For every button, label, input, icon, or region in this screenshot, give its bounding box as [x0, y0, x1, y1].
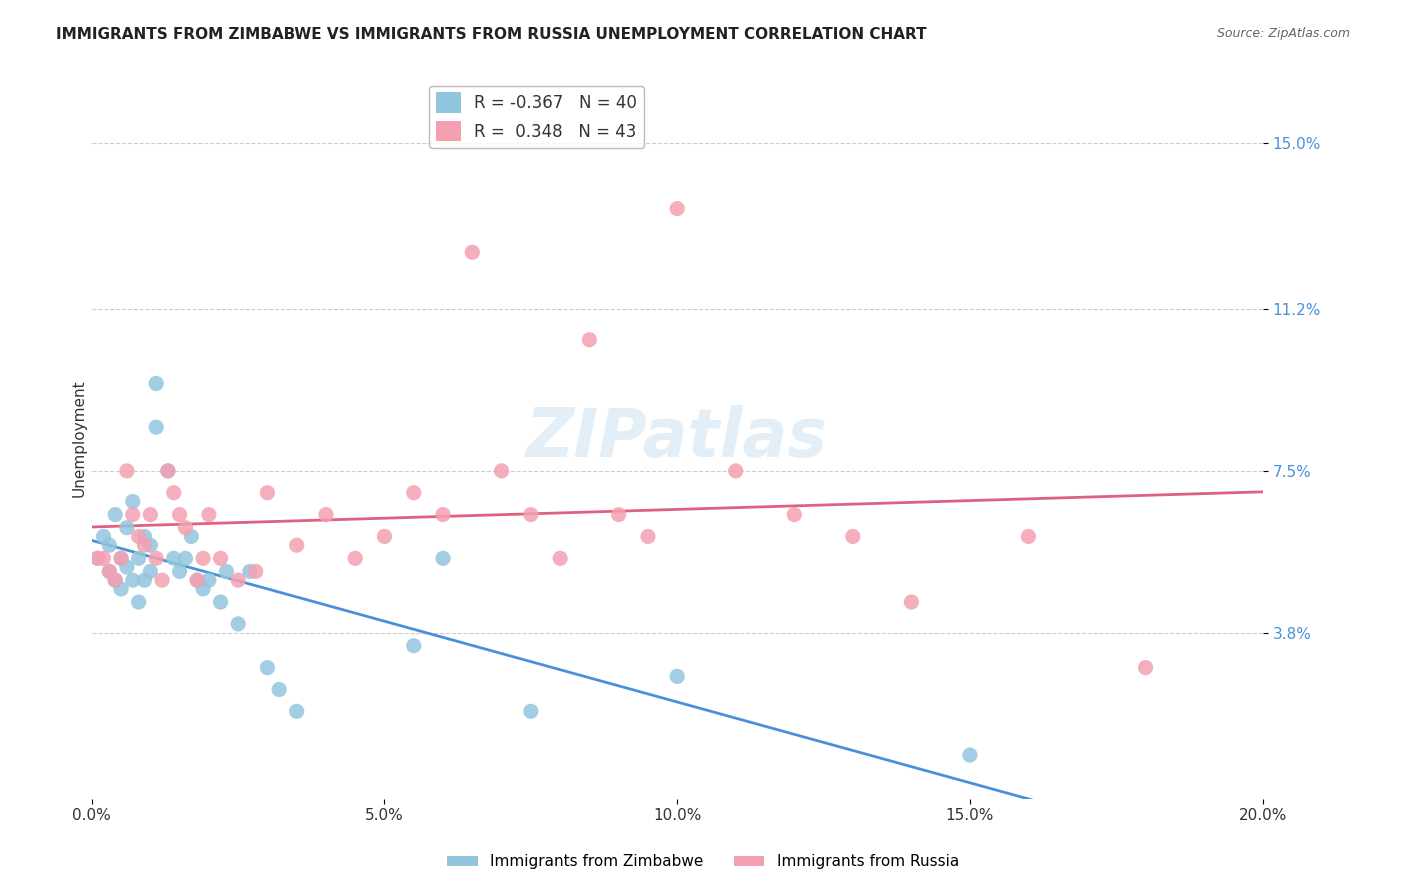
Point: [186, 573, 208, 587]
Point: [156, 464, 179, 478]
Point: [491, 464, 513, 478]
Point: [186, 573, 208, 587]
Point: [461, 245, 484, 260]
Point: [163, 551, 186, 566]
Point: [402, 485, 425, 500]
Point: [115, 464, 138, 478]
Point: [93, 551, 115, 566]
Point: [128, 529, 150, 543]
Point: [156, 464, 179, 478]
Point: [110, 582, 132, 596]
Point: [578, 333, 600, 347]
Text: IMMIGRANTS FROM ZIMBABWE VS IMMIGRANTS FROM RUSSIA UNEMPLOYMENT CORRELATION CHAR: IMMIGRANTS FROM ZIMBABWE VS IMMIGRANTS F…: [56, 27, 927, 42]
Point: [191, 551, 214, 566]
Y-axis label: Unemployment: Unemployment: [72, 379, 86, 497]
Point: [110, 551, 132, 566]
Point: [104, 573, 127, 587]
Point: [134, 529, 156, 543]
Point: [900, 595, 922, 609]
Point: [285, 538, 308, 552]
Text: Source: ZipAtlas.com: Source: ZipAtlas.com: [1216, 27, 1350, 40]
Point: [1135, 660, 1157, 674]
Point: [98, 538, 121, 552]
Point: [104, 508, 127, 522]
Point: [169, 508, 191, 522]
Point: [209, 551, 232, 566]
Legend: R = -0.367   N = 40, R =  0.348   N = 43: R = -0.367 N = 40, R = 0.348 N = 43: [429, 86, 644, 148]
Point: [139, 538, 162, 552]
Point: [239, 565, 262, 579]
Point: [98, 565, 121, 579]
Point: [959, 747, 981, 762]
Point: [110, 551, 132, 566]
Point: [139, 508, 162, 522]
Point: [842, 529, 865, 543]
Point: [520, 508, 543, 522]
Point: [245, 565, 267, 579]
Point: [315, 508, 337, 522]
Point: [1017, 529, 1039, 543]
Point: [104, 573, 127, 587]
Point: [402, 639, 425, 653]
Point: [86, 551, 108, 566]
Point: [191, 582, 214, 596]
Point: [724, 464, 747, 478]
Point: [163, 485, 186, 500]
Point: [86, 551, 108, 566]
Point: [128, 551, 150, 566]
Text: ZIPatlas: ZIPatlas: [526, 405, 828, 471]
Point: [174, 521, 197, 535]
Point: [198, 508, 221, 522]
Point: [93, 529, 115, 543]
Point: [269, 682, 291, 697]
Point: [145, 551, 167, 566]
Point: [666, 202, 689, 216]
Point: [432, 508, 454, 522]
Point: [121, 494, 143, 508]
Point: [134, 573, 156, 587]
Point: [145, 376, 167, 391]
Point: [373, 529, 395, 543]
Point: [121, 508, 143, 522]
Point: [128, 595, 150, 609]
Point: [115, 521, 138, 535]
Point: [226, 573, 249, 587]
Point: [226, 616, 249, 631]
Point: [121, 573, 143, 587]
Point: [783, 508, 806, 522]
Point: [432, 551, 454, 566]
Point: [134, 538, 156, 552]
Point: [98, 565, 121, 579]
Point: [180, 529, 202, 543]
Point: [174, 551, 197, 566]
Point: [520, 704, 543, 718]
Point: [198, 573, 221, 587]
Point: [666, 669, 689, 683]
Point: [145, 420, 167, 434]
Point: [637, 529, 659, 543]
Point: [115, 560, 138, 574]
Point: [285, 704, 308, 718]
Point: [169, 565, 191, 579]
Point: [256, 485, 278, 500]
Point: [607, 508, 630, 522]
Point: [256, 660, 278, 674]
Point: [209, 595, 232, 609]
Point: [150, 573, 173, 587]
Legend: Immigrants from Zimbabwe, Immigrants from Russia: Immigrants from Zimbabwe, Immigrants fro…: [441, 848, 965, 875]
Point: [215, 565, 238, 579]
Point: [548, 551, 571, 566]
Point: [344, 551, 367, 566]
Point: [139, 565, 162, 579]
